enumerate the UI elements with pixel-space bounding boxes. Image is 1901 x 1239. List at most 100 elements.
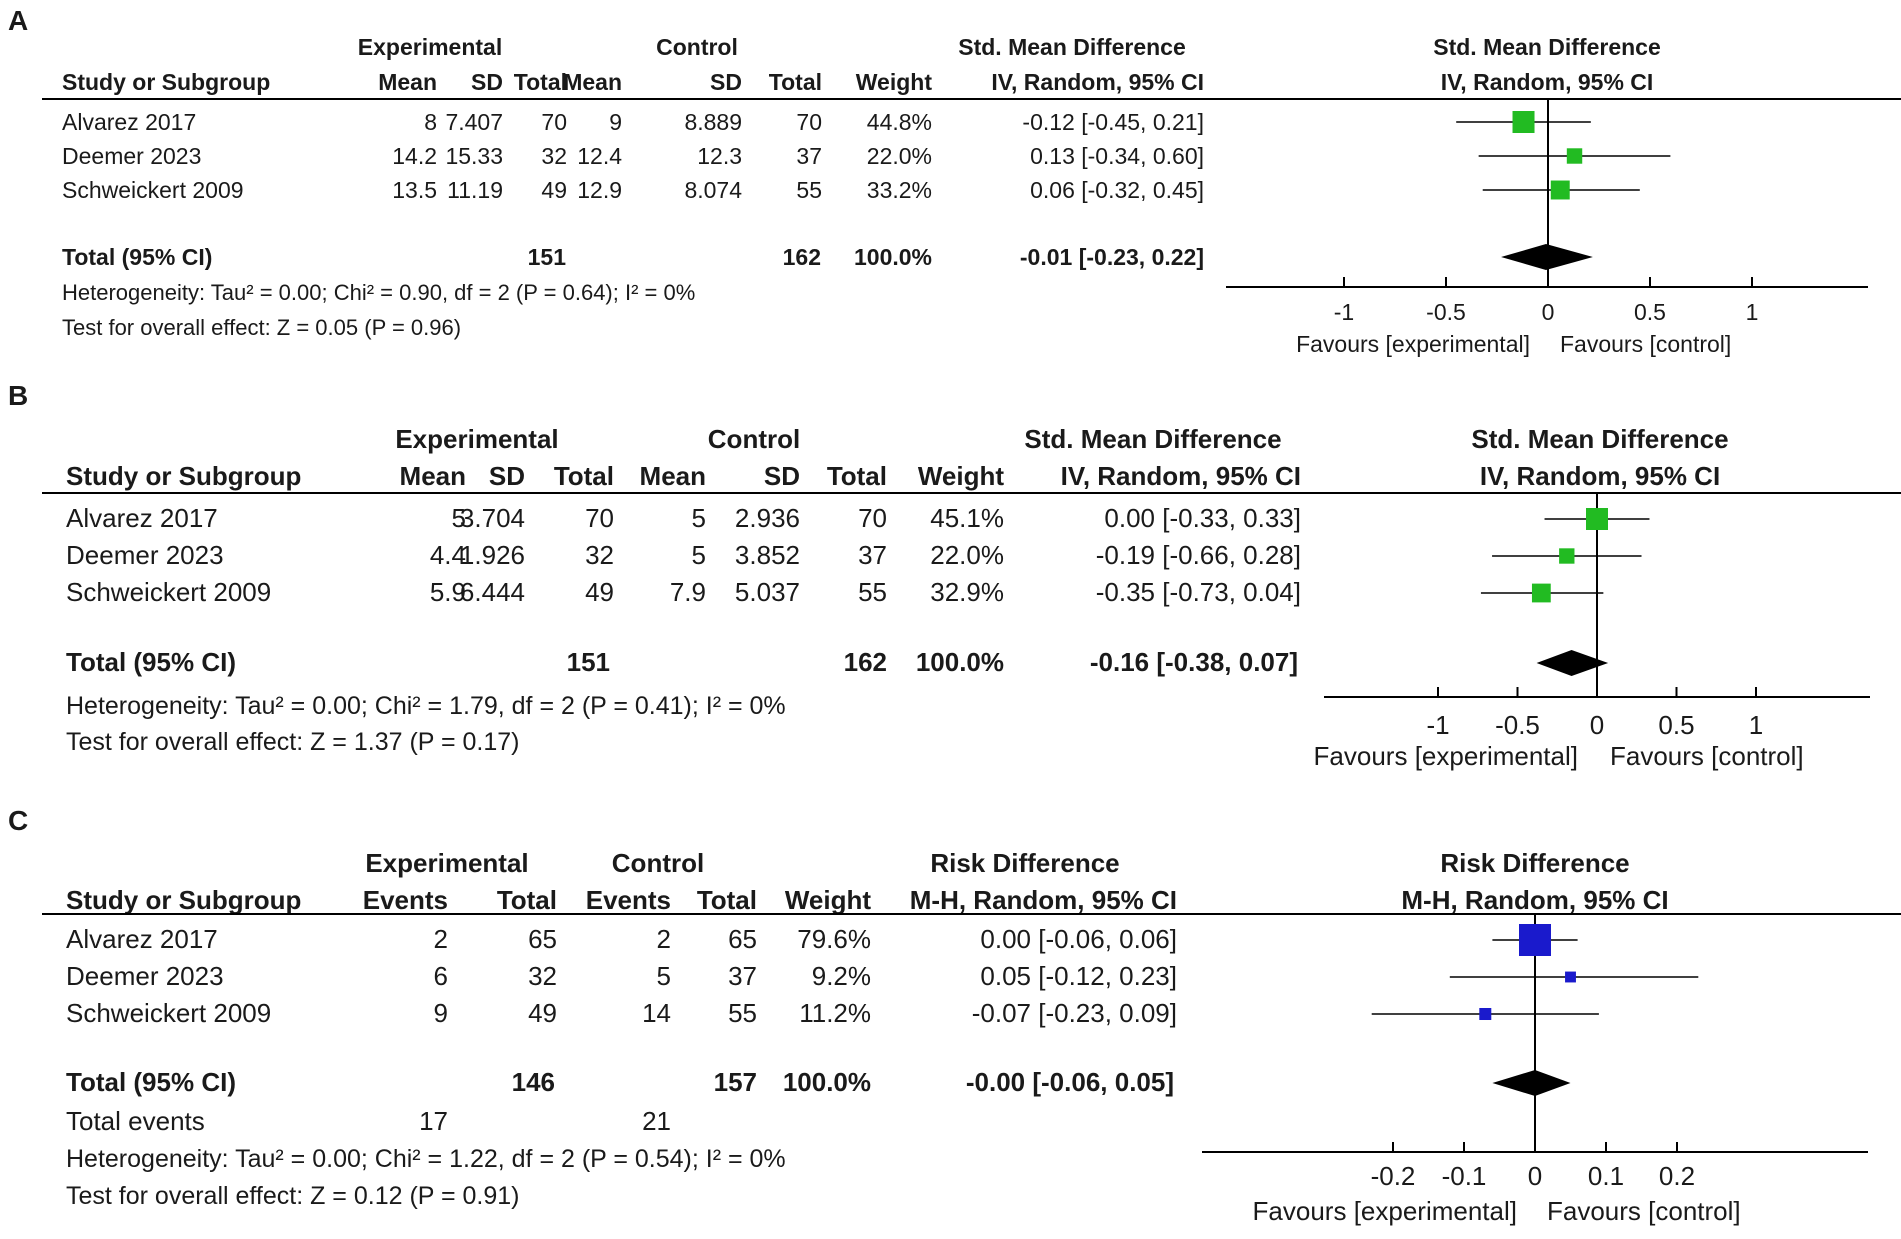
table-cell: 3.704 bbox=[460, 503, 525, 533]
study-marker bbox=[1479, 1007, 1492, 1021]
group-header-experimental: Experimental bbox=[358, 34, 502, 60]
study-name: Alvarez 2017 bbox=[62, 109, 196, 135]
table-cell: 4.4 bbox=[430, 540, 466, 570]
column-header: SD bbox=[710, 69, 742, 95]
table-cell: 22.0% bbox=[930, 540, 1004, 570]
heterogeneity-note: Heterogeneity: Tau² = 0.00; Chi² = 0.90,… bbox=[62, 280, 695, 305]
study-name: Deemer 2023 bbox=[66, 540, 224, 570]
table-cell: 5.037 bbox=[735, 577, 800, 607]
table-cell: 0.05 [-0.12, 0.23] bbox=[980, 961, 1177, 991]
study-marker bbox=[1550, 180, 1570, 200]
study-marker bbox=[1519, 924, 1551, 956]
study-marker bbox=[1565, 971, 1576, 983]
plot-column-header: IV, Random, 95% CI bbox=[1480, 461, 1720, 491]
column-header: Total bbox=[497, 885, 557, 915]
column-header: Weight bbox=[856, 69, 933, 95]
total-weight: 100.0% bbox=[916, 647, 1004, 677]
table-cell: 12.9 bbox=[577, 177, 622, 203]
x-tick-label: -0.1 bbox=[1442, 1161, 1487, 1191]
x-tick-label: -0.2 bbox=[1371, 1161, 1416, 1191]
column-header-study: Study or Subgroup bbox=[66, 461, 301, 491]
study-marker bbox=[1559, 548, 1575, 564]
study-marker bbox=[1531, 583, 1551, 603]
favours-control-label: Favours [control] bbox=[1610, 741, 1804, 771]
x-tick-label: -1 bbox=[1334, 299, 1354, 325]
column-header: Mean bbox=[378, 69, 437, 95]
table-cell: -0.07 [-0.23, 0.09] bbox=[972, 998, 1177, 1028]
total-events-experimental: 17 bbox=[419, 1106, 448, 1136]
study-name: Alvarez 2017 bbox=[66, 503, 218, 533]
x-tick-label: -0.5 bbox=[1495, 710, 1540, 740]
table-cell: 11.2% bbox=[799, 998, 871, 1028]
table-cell: -0.35 [-0.73, 0.04] bbox=[1096, 577, 1301, 607]
table-cell: 37 bbox=[728, 961, 757, 991]
table-cell: 8 bbox=[424, 109, 437, 135]
table-cell: 65 bbox=[728, 924, 757, 954]
x-tick-label: 0 bbox=[1542, 299, 1555, 325]
study-name: Schweickert 2009 bbox=[62, 177, 244, 203]
column-header: Events bbox=[586, 885, 671, 915]
heterogeneity-note: Heterogeneity: Tau² = 0.00; Chi² = 1.22,… bbox=[66, 1145, 786, 1173]
pooled-diamond bbox=[1501, 244, 1593, 270]
heterogeneity-note: Heterogeneity: Tau² = 0.00; Chi² = 1.79,… bbox=[66, 692, 786, 720]
total-control: 157 bbox=[714, 1067, 757, 1097]
column-header: Total bbox=[697, 885, 757, 915]
table-cell: 5 bbox=[657, 961, 671, 991]
table-cell: 12.3 bbox=[697, 143, 742, 169]
table-cell: 0.00 [-0.33, 0.33] bbox=[1104, 503, 1301, 533]
panel-label: C bbox=[8, 805, 28, 836]
column-header: M-H, Random, 95% CI bbox=[910, 885, 1177, 915]
table-cell: 70 bbox=[796, 109, 822, 135]
x-tick-label: -0.5 bbox=[1426, 299, 1466, 325]
effect-header-table: Std. Mean Difference bbox=[958, 34, 1186, 60]
table-cell: 2 bbox=[434, 924, 448, 954]
pooled-diamond bbox=[1536, 650, 1609, 676]
column-header: Mean bbox=[640, 461, 706, 491]
table-cell: -0.19 [-0.66, 0.28] bbox=[1096, 540, 1301, 570]
table-cell: 79.6% bbox=[797, 924, 871, 954]
column-header-study: Study or Subgroup bbox=[66, 885, 301, 915]
overall-effect-note: Test for overall effect: Z = 1.37 (P = 0… bbox=[66, 728, 519, 756]
total-control: 162 bbox=[844, 647, 887, 677]
table-cell: 32 bbox=[528, 961, 557, 991]
table-cell: 13.5 bbox=[392, 177, 437, 203]
effect-header-table: Risk Difference bbox=[930, 848, 1119, 878]
column-header: Weight bbox=[785, 885, 872, 915]
effect-header-plot: Std. Mean Difference bbox=[1471, 424, 1728, 454]
study-marker bbox=[1566, 148, 1583, 164]
effect-header-plot: Std. Mean Difference bbox=[1433, 34, 1661, 60]
table-cell: 9 bbox=[434, 998, 448, 1028]
total-events-label: Total events bbox=[66, 1106, 205, 1136]
effect-header-table: Std. Mean Difference bbox=[1024, 424, 1281, 454]
total-effect: -0.16 [-0.38, 0.07] bbox=[1090, 647, 1298, 677]
column-header: Mean bbox=[563, 69, 622, 95]
table-cell: 15.33 bbox=[445, 143, 503, 169]
column-header: Total bbox=[769, 69, 822, 95]
table-cell: 8.889 bbox=[684, 109, 742, 135]
group-header-control: Control bbox=[612, 848, 704, 878]
x-tick-label: 0 bbox=[1590, 710, 1604, 740]
table-cell: 7.9 bbox=[670, 577, 706, 607]
group-header-control: Control bbox=[656, 34, 738, 60]
study-marker bbox=[1586, 508, 1608, 530]
table-cell: 49 bbox=[528, 998, 557, 1028]
table-cell: 6 bbox=[434, 961, 448, 991]
total-effect: -0.00 [-0.06, 0.05] bbox=[966, 1067, 1174, 1097]
table-cell: 5 bbox=[692, 503, 706, 533]
group-header-experimental: Experimental bbox=[395, 424, 558, 454]
total-experimental: 151 bbox=[528, 244, 567, 270]
table-cell: 12.4 bbox=[577, 143, 622, 169]
total-label: Total (95% CI) bbox=[66, 647, 236, 677]
x-tick-label: 1 bbox=[1746, 299, 1759, 325]
table-cell: 14 bbox=[642, 998, 671, 1028]
column-header: SD bbox=[764, 461, 800, 491]
overall-effect-note: Test for overall effect: Z = 0.05 (P = 0… bbox=[62, 315, 461, 340]
table-cell: 8.074 bbox=[684, 177, 742, 203]
table-cell: 32 bbox=[541, 143, 567, 169]
plot-column-header: M-H, Random, 95% CI bbox=[1401, 885, 1668, 915]
table-cell: 37 bbox=[796, 143, 822, 169]
favours-experimental-label: Favours [experimental] bbox=[1253, 1196, 1517, 1226]
x-tick-label: 0 bbox=[1528, 1161, 1542, 1191]
study-name: Schweickert 2009 bbox=[66, 998, 271, 1028]
